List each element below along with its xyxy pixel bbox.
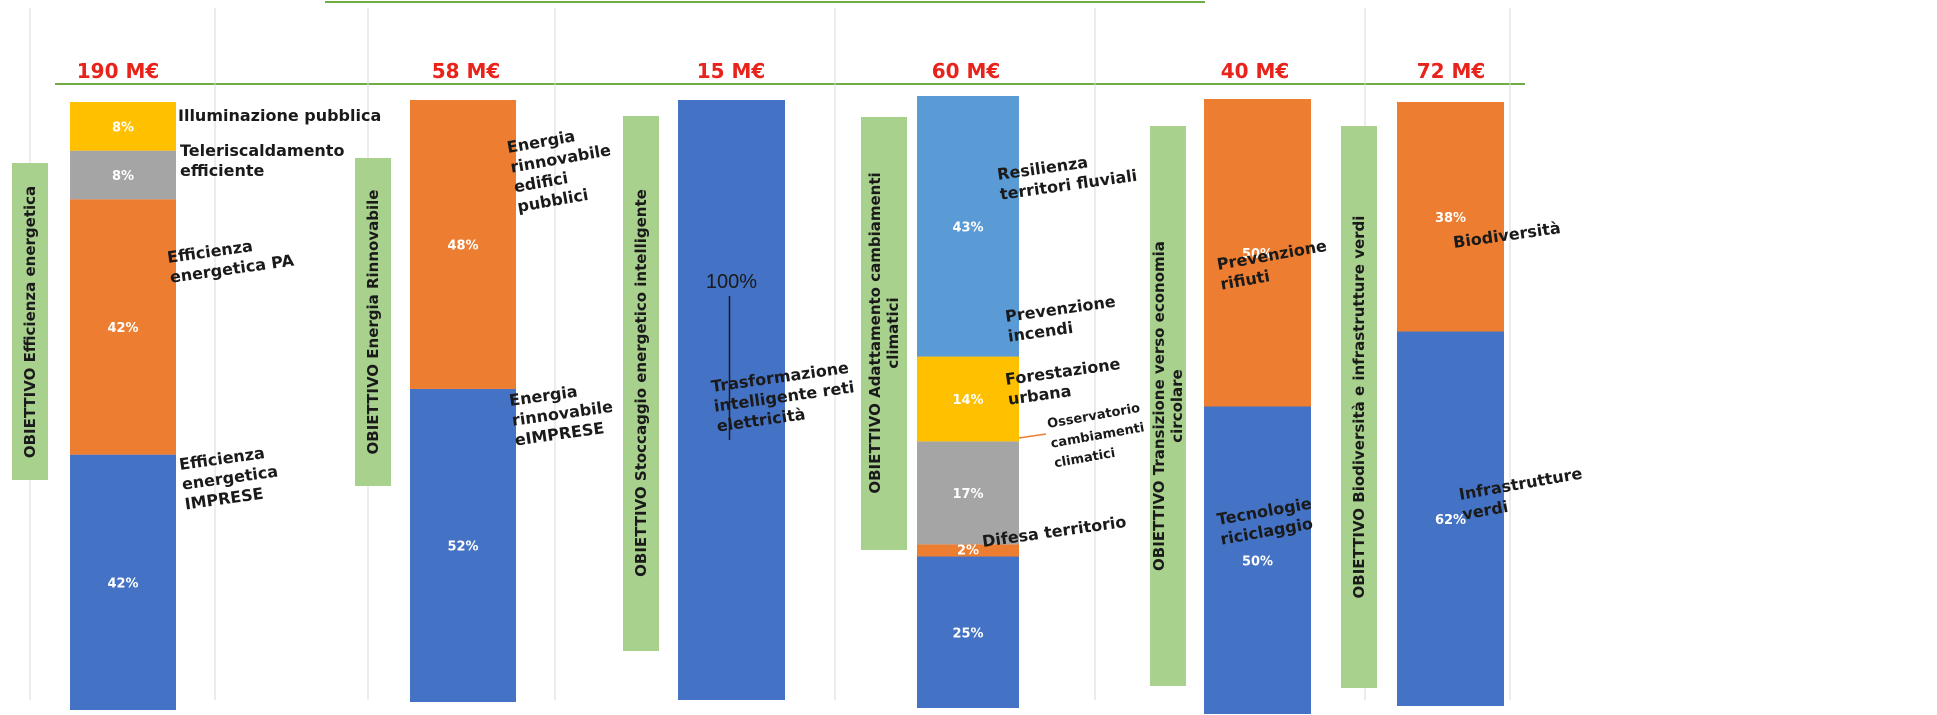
segment-category-label: Illuminazione pubblica [178,106,381,125]
objective-box [1341,126,1377,688]
segment-value-label: 43% [952,220,983,235]
bar-segment [70,199,176,455]
objective-label: OBIETTIVO Biodiversità e infrastrutture … [1350,216,1368,599]
segment-value-label: 62% [1435,513,1466,528]
bar-segment [70,454,176,710]
bar-segment [917,544,1019,557]
bar-segment [410,388,516,702]
callout-line [1018,433,1047,439]
segment-value-label: 50% [1242,247,1273,262]
segment-value-label: 25% [952,626,983,641]
objective-label: OBIETTIVO Stoccaggio energetico intellig… [632,189,650,577]
objective-label: OBIETTIVO Energia Rinnovabile [364,190,382,455]
segment-value-label: 42% [107,576,138,591]
bar-segment [1397,331,1504,706]
segment-value-label: 14% [952,393,983,408]
bar-segment [917,96,1019,357]
segment-value-label: 100% [706,271,757,293]
segment-value-label: 8% [112,120,134,135]
segment-category-label: Forestazioneurbana [1004,354,1124,409]
decor-layer [12,1,1525,700]
bar-total-label: 40 M€ [1221,59,1290,83]
segment-category-label: Teleriscaldamento efficiente [180,141,344,180]
objective-box [861,117,907,550]
bar-total-label: 60 M€ [932,59,1001,83]
segment-category-label: EfficienzaenergeticaIMPRESE [178,442,282,514]
bar-segment [1397,102,1504,332]
objective-label: OBIETTIVO Adattamento cambiamenticlimati… [866,172,902,493]
bar-segment [410,100,516,389]
bars-layer [70,96,1504,714]
bar-total-label: 72 M€ [1417,59,1486,83]
bar-segment [678,100,785,700]
bar-segment [1204,99,1311,407]
segment-value-label: 17% [952,487,983,502]
bar-segment [917,441,1019,545]
objective-label: OBIETTIVO Efficienza energetica [21,186,39,458]
bar-total-label: 190 M€ [77,59,160,83]
segment-value-label: 52% [447,539,478,554]
bar-segment [917,356,1019,442]
objective-box [623,116,659,651]
segment-category-label: EnergiarinnovabileeIMPRESE [508,377,617,450]
segment-value-label: 42% [107,321,138,336]
objective-box [355,158,391,486]
objective-box [1150,126,1186,686]
objective-box [12,163,48,480]
segment-value-label: 48% [447,238,478,253]
bar-segment [70,102,176,151]
segment-category-label: Energiarinnovabileedificipubblici [505,121,619,216]
bar-segment [917,556,1019,708]
bar-total-label: 15 M€ [697,59,766,83]
segment-value-label: 50% [1242,554,1273,569]
bar-segment [70,150,176,200]
objective-label: OBIETTIVO Transizione verso economiacirc… [1150,241,1186,571]
segment-category-label: Efficienzaenergetica PA [166,231,296,287]
segment-category-label: Osservatoriocambiamenticlimatici [1046,401,1149,472]
segment-value-label: 2% [957,543,979,558]
bar-segment [1204,406,1311,714]
bar-total-label: 58 M€ [432,59,501,83]
segment-value-label: 38% [1435,211,1466,226]
segment-category-label: Prevenzioneincendi [1004,292,1120,346]
segment-value-label: 8% [112,169,134,184]
